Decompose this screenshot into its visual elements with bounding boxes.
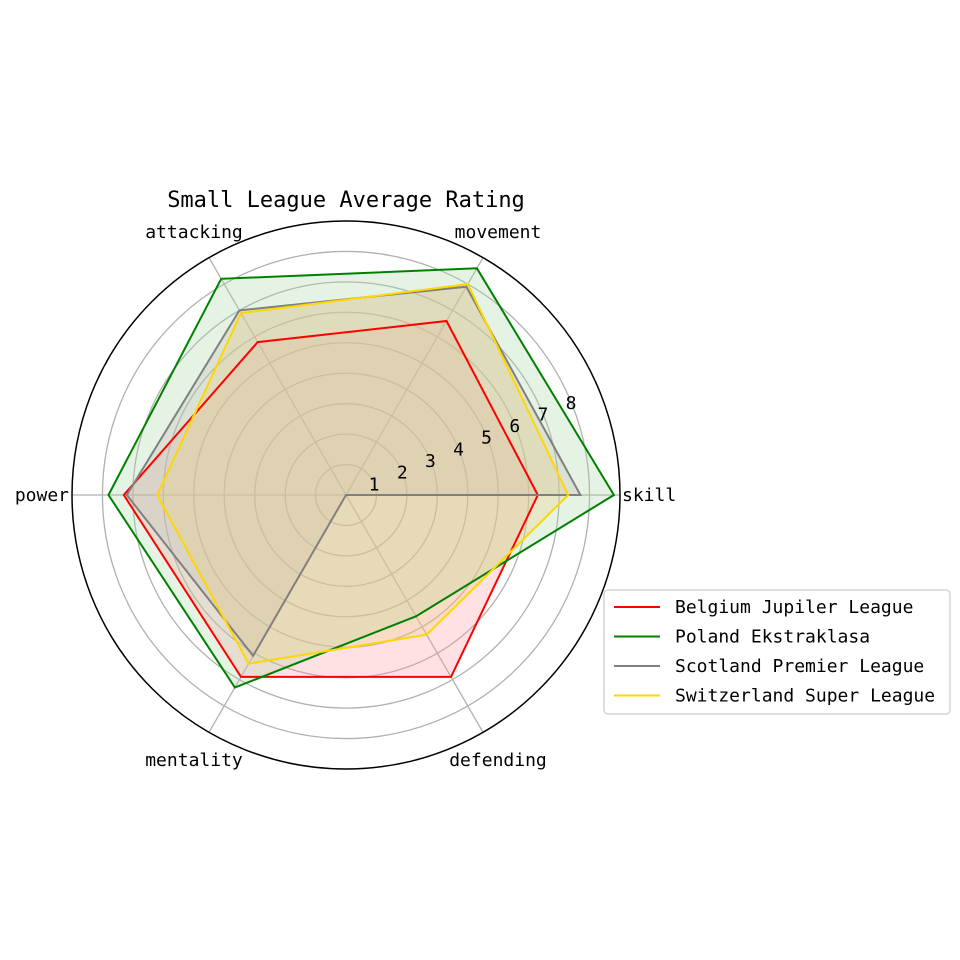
legend-label: Switzerland Super League: [675, 686, 935, 707]
legend-box: [603, 589, 951, 715]
polar-frame: [71, 220, 621, 770]
series-fill: [157, 284, 569, 664]
tick-label: 4: [453, 439, 464, 460]
axis-label-defending: defending: [449, 750, 547, 771]
series-line: [122, 319, 539, 678]
tick-label: 7: [537, 404, 548, 425]
series-line: [156, 283, 570, 665]
legend-label: Belgium Jupiler League: [675, 597, 913, 618]
axis-labels: skill movement attacking power mentality defe…: [15, 222, 676, 771]
series-fill: [126, 286, 581, 656]
series-lines: [107, 267, 616, 689]
series-fill: [123, 321, 538, 677]
grid-spoke: [345, 494, 484, 733]
series-line: [107, 267, 616, 689]
chart-title: Small League Average Rating: [167, 188, 525, 213]
grid-spoke: [345, 257, 484, 496]
tick-label: 2: [397, 463, 408, 484]
tick-label: 6: [509, 416, 520, 437]
legend-label: Scotland Premier League: [675, 656, 924, 677]
legend: Belgium Jupiler League Poland Ekstraklasa…: [603, 589, 951, 715]
grid-spoke: [208, 257, 347, 496]
axis-label-attacking: attacking: [145, 222, 243, 243]
tick-label: 5: [481, 428, 492, 449]
axis-label-skill: skill: [622, 485, 676, 506]
series-fill: [108, 268, 614, 688]
axis-label-movement: movement: [455, 222, 542, 243]
axis-label-mentality: mentality: [145, 750, 243, 771]
tick-label: 8: [566, 393, 577, 414]
axis-label-power: power: [15, 485, 69, 506]
tick-label: 3: [425, 451, 436, 472]
tick-label: 1: [369, 474, 380, 495]
series-line: [125, 285, 583, 658]
legend-label: Poland Ekstraklasa: [675, 627, 870, 648]
series-fills: [108, 268, 614, 688]
